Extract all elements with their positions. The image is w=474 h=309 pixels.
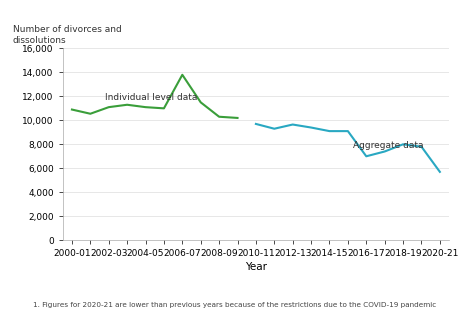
Text: Individual level data: Individual level data — [105, 93, 198, 102]
Text: Number of divorces and
dissolutions: Number of divorces and dissolutions — [12, 25, 121, 44]
Text: Aggregate data: Aggregate data — [354, 141, 424, 150]
X-axis label: Year: Year — [245, 262, 267, 272]
Text: 1. Figures for 2020-21 are lower than previous years because of the restrictions: 1. Figures for 2020-21 are lower than pr… — [33, 303, 437, 308]
